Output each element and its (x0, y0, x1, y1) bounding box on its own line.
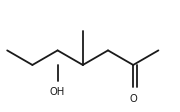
Text: OH: OH (50, 87, 65, 97)
Text: O: O (129, 94, 137, 104)
